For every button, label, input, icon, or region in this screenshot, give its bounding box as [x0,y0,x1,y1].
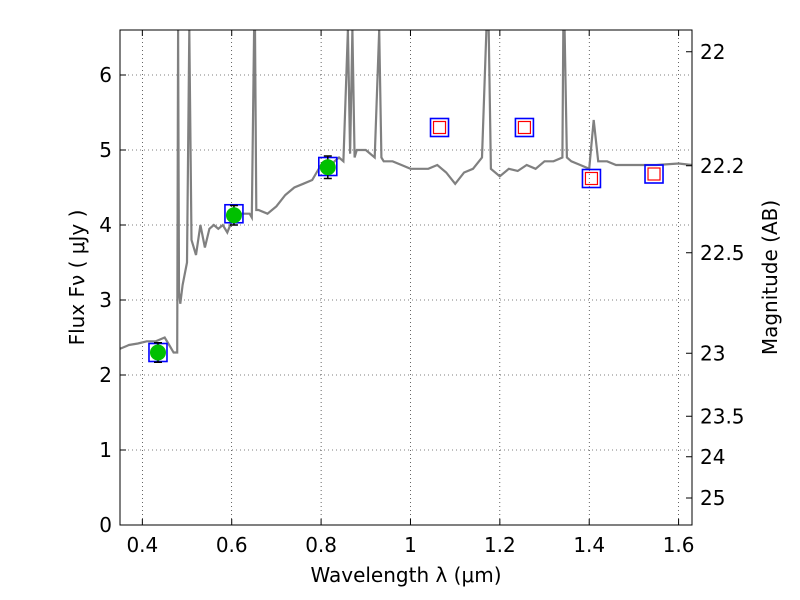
upper-limit-box [647,167,661,181]
x-tick-label: 1.6 [663,533,695,557]
upper-limit-box [584,171,599,186]
photometry-layer [148,117,664,363]
x-tick-label: 0.8 [305,533,337,557]
y2-tick-label: 23.5 [700,404,745,428]
y-axis-label: Flux Fν ( μJy ) [65,210,89,346]
y2-tick-label: 22.2 [700,154,745,178]
y2-tick-label: 24 [700,445,725,469]
y-tick-label: 1 [99,438,112,462]
model-box [429,117,450,138]
x-tick-label: 1.2 [484,533,516,557]
y2-axis-label: Magnitude (AB) [758,200,782,355]
observed-point [149,344,166,361]
observed-point [319,159,336,176]
y-tick-label: 2 [99,363,112,387]
model-box [581,168,602,189]
y2-tick-label: 23 [700,341,725,365]
y-tick-label: 0 [99,513,112,537]
y2-tick-label: 25 [700,486,725,510]
y2-tick-label: 22.5 [700,241,745,265]
y-tick-label: 4 [99,213,112,237]
plot-frame [119,29,693,526]
x-tick-label: 1.4 [573,533,605,557]
model-box [644,164,664,184]
spectrum-layer [120,30,692,354]
grid [120,30,692,526]
spectrum-line [120,30,692,354]
x-tick-label: 0.4 [126,533,158,557]
x-tick-label: 1 [404,533,417,557]
x-tick-label: 0.6 [216,533,248,557]
y2-tick-label: 22 [700,40,725,64]
upper-limit-box [432,120,447,135]
x-axis-label: Wavelength λ (μm) [310,563,501,587]
model-box [514,117,535,138]
observed-point [225,207,242,224]
upper-limit-box [517,120,532,135]
y-tick-label: 5 [99,138,112,162]
tick-layer: 0.4 0.6 0.8 1 1.2 1.4 1.601234562222.222.52323… [99,30,745,557]
y-tick-label: 3 [99,288,112,312]
y-tick-label: 6 [99,63,112,87]
